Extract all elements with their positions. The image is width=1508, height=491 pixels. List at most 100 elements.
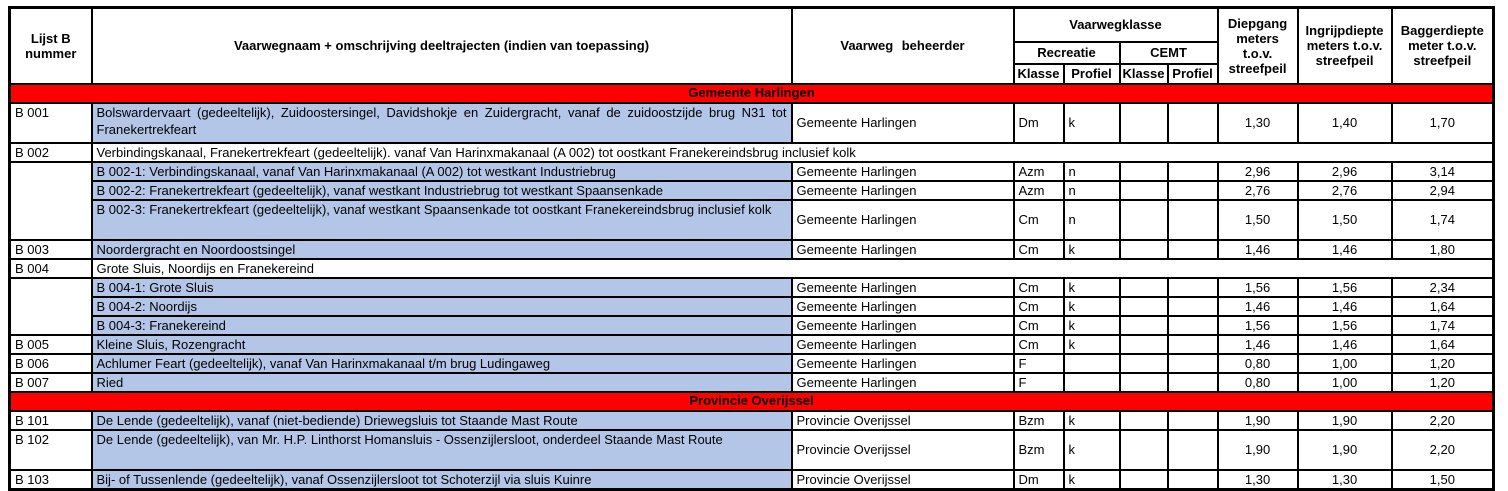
cell-vaarweg-beheerder: Gemeente Harlingen bbox=[790, 238, 1015, 260]
cell-lijst-b-nummer: B 001 bbox=[8, 101, 93, 144]
cell-diepgang: 2,96 bbox=[1216, 160, 1299, 182]
cell-vaarweg-beheerder: Gemeente Harlingen bbox=[790, 160, 1015, 182]
cell-recreatie-klasse: Cm bbox=[1012, 333, 1065, 355]
cell-baggerdiepte: 2,94 bbox=[1390, 179, 1495, 201]
cell-baggerdiepte: 2,34 bbox=[1390, 276, 1495, 298]
cell-recreatie-profiel: k bbox=[1062, 295, 1121, 317]
cell-ingrijpdiepte: 1,56 bbox=[1296, 276, 1393, 298]
cell-diepgang: 0,80 bbox=[1216, 371, 1299, 393]
cell-recreatie-profiel: k bbox=[1062, 238, 1121, 260]
cell-vaarwegnaam: B 002-1: Verbindingskanaal, vanaf Van Ha… bbox=[90, 160, 793, 182]
cell-ingrijpdiepte: 1,46 bbox=[1296, 238, 1393, 260]
cell-lijst-b-nummer: B 006 bbox=[8, 352, 93, 374]
cell-vaarwegnaam: Bij- of Tussenlende (gedeeltelijk), vana… bbox=[90, 468, 793, 490]
cell-diepgang: 1,90 bbox=[1216, 428, 1299, 471]
cell-vaarweg-beheerder: Gemeente Harlingen bbox=[790, 101, 1015, 144]
table-row: B 101 De Lende (gedeeltelijk), vanaf (nie… bbox=[8, 409, 1495, 431]
header-cemt-klasse: Klasse bbox=[1118, 62, 1169, 85]
cell-lijst-b-nummer: B 003 bbox=[8, 238, 93, 260]
cell-cemt-klasse bbox=[1118, 160, 1169, 182]
header-recreatie-klasse: Klasse bbox=[1012, 62, 1065, 85]
cell-vaarweg-beheerder: Gemeente Harlingen bbox=[790, 333, 1015, 355]
cell-recreatie-profiel: n bbox=[1062, 160, 1121, 182]
cell-lijst-b-nummer bbox=[8, 160, 93, 241]
cell-vaarweg-beheerder: Gemeente Harlingen bbox=[790, 179, 1015, 201]
cell-recreatie-profiel: k bbox=[1062, 428, 1121, 471]
header-baggerdiepte: Baggerdiepte meter t.o.v. streefpeil bbox=[1390, 6, 1495, 85]
cell-recreatie-profiel bbox=[1062, 371, 1121, 393]
cell-lijst-b-nummer: B 007 bbox=[8, 371, 93, 393]
table-row: B 102 De Lende (gedeeltelijk), van Mr. H.… bbox=[8, 428, 1495, 471]
header-lijst-b-nummer: Lijst B nummer bbox=[8, 6, 93, 85]
cell-baggerdiepte: 1,64 bbox=[1390, 295, 1495, 317]
table-header: Lijst B nummer Vaarwegnaam + omschrijvin… bbox=[8, 6, 1495, 85]
table-body: Gemeente Harlingen B 001 Bolswardervaart (… bbox=[8, 82, 1495, 490]
table-row: B 004-1: Grote Sluis Gemeente Harlingen Cm… bbox=[8, 276, 1495, 336]
table-row: B 002-2: Franekertrekfeart (gedeeltelijk… bbox=[10, 179, 1495, 201]
cell-ingrijpdiepte: 1,30 bbox=[1296, 468, 1393, 490]
cell-cemt-klasse bbox=[1118, 198, 1169, 241]
cell-lijst-b-nummer: B 101 bbox=[8, 409, 93, 431]
table-row: B 002-3: Franekertrekfeart (gedeeltelijk… bbox=[10, 198, 1495, 241]
section-header-label: Provincie Overijssel bbox=[8, 390, 1495, 412]
cell-recreatie-klasse: F bbox=[1012, 371, 1065, 393]
cell-vaarweg-beheerder: Gemeente Harlingen bbox=[790, 198, 1015, 241]
cell-cemt-klasse bbox=[1118, 238, 1169, 260]
cell-ingrijpdiepte: 1,46 bbox=[1296, 295, 1393, 317]
cell-recreatie-profiel bbox=[1062, 352, 1121, 374]
header-cemt-profiel: Profiel bbox=[1166, 62, 1219, 85]
cell-ingrijpdiepte: 2,76 bbox=[1296, 179, 1393, 201]
cell-diepgang: 1,46 bbox=[1216, 238, 1299, 260]
header-vaarwegnaam: Vaarwegnaam + omschrijving deeltrajecten… bbox=[90, 6, 793, 85]
cell-baggerdiepte: 1,74 bbox=[1390, 314, 1495, 336]
cell-recreatie-klasse: Azm bbox=[1012, 160, 1065, 182]
cell-lijst-b-nummer: B 103 bbox=[8, 468, 93, 490]
table-row: B 005 Kleine Sluis, Rozengracht Gemeente H… bbox=[8, 333, 1495, 355]
cell-diepgang: 0,80 bbox=[1216, 352, 1299, 374]
cell-ingrijpdiepte: 1,90 bbox=[1296, 428, 1393, 471]
cell-cemt-profiel bbox=[1166, 295, 1219, 317]
cell-vaarweg-beheerder: Gemeente Harlingen bbox=[790, 352, 1015, 374]
table-row: B 003 Noordergracht en Noordoostsingel Gem… bbox=[8, 238, 1495, 260]
cell-recreatie-klasse: Bzm bbox=[1012, 428, 1065, 471]
cell-cemt-profiel bbox=[1166, 179, 1219, 201]
cell-baggerdiepte: 1,80 bbox=[1390, 238, 1495, 260]
cell-diepgang: 1,30 bbox=[1216, 101, 1299, 144]
cell-vaarwegnaam: B 002-2: Franekertrekfeart (gedeeltelijk… bbox=[90, 179, 793, 201]
cell-cemt-profiel bbox=[1166, 238, 1219, 260]
cell-vaarweg-beheerder: Gemeente Harlingen bbox=[790, 295, 1015, 317]
section-row: Provincie Overijssel bbox=[8, 390, 1495, 412]
cell-ingrijpdiepte: 1,00 bbox=[1296, 371, 1393, 393]
cell-vaarwegnaam: Noordergracht en Noordoostsingel bbox=[90, 238, 793, 260]
cell-diepgang: 1,46 bbox=[1216, 333, 1299, 355]
cell-lijst-b-nummer: B 102 bbox=[8, 428, 93, 471]
cell-ingrijpdiepte: 1,56 bbox=[1296, 314, 1393, 336]
cell-baggerdiepte: 1,20 bbox=[1390, 352, 1495, 374]
cell-recreatie-profiel: n bbox=[1062, 198, 1121, 241]
header-vaarwegklasse: Vaarwegklasse bbox=[1012, 6, 1219, 43]
cell-cemt-klasse bbox=[1118, 333, 1169, 355]
cell-recreatie-profiel: k bbox=[1062, 276, 1121, 298]
cell-cemt-klasse bbox=[1118, 468, 1169, 490]
cell-vaarwegnaam: B 004-1: Grote Sluis bbox=[90, 276, 793, 298]
cell-vaarwegnaam: Verbindingskanaal, Franekertrekfeart (ge… bbox=[90, 141, 1495, 163]
cell-diepgang: 1,30 bbox=[1216, 468, 1299, 490]
header-cemt: CEMT bbox=[1118, 40, 1219, 65]
cell-cemt-profiel bbox=[1166, 101, 1219, 144]
table-row: B 004-2: Noordijs Gemeente Harlingen Cm k 1,… bbox=[10, 295, 1495, 317]
cell-vaarwegnaam: Bolswardervaart (gedeeltelijk), Zuidoost… bbox=[90, 101, 793, 144]
cell-recreatie-klasse: F bbox=[1012, 352, 1065, 374]
table-row: B 004 Grote Sluis, Noordijs en Franekerei… bbox=[8, 257, 1495, 279]
header-recreatie: Recreatie bbox=[1012, 40, 1121, 65]
cell-diepgang: 1,46 bbox=[1216, 295, 1299, 317]
cell-diepgang: 2,76 bbox=[1216, 179, 1299, 201]
table-row: B 006 Achlumer Feart (gedeeltelijk), vana… bbox=[8, 352, 1495, 374]
cell-recreatie-klasse: Cm bbox=[1012, 295, 1065, 317]
cell-lijst-b-nummer: B 005 bbox=[8, 333, 93, 355]
cell-ingrijpdiepte: 1,00 bbox=[1296, 352, 1393, 374]
cell-vaarwegnaam: B 004-2: Noordijs bbox=[90, 295, 793, 317]
cell-cemt-klasse bbox=[1118, 352, 1169, 374]
cell-recreatie-profiel: k bbox=[1062, 409, 1121, 431]
cell-cemt-klasse bbox=[1118, 179, 1169, 201]
cell-baggerdiepte: 3,14 bbox=[1390, 160, 1495, 182]
